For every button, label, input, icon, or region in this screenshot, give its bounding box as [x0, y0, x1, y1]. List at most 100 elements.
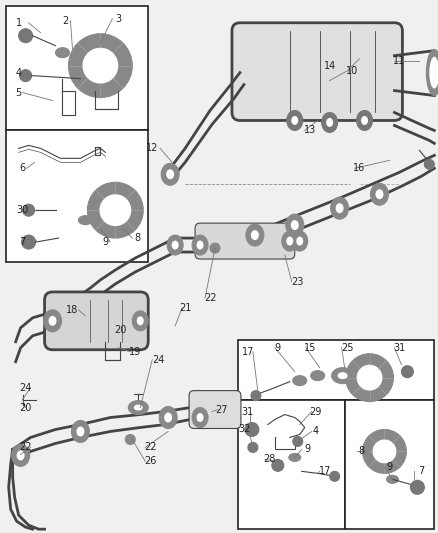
Ellipse shape — [251, 230, 258, 240]
Ellipse shape — [192, 235, 208, 255]
Text: 17: 17 — [241, 347, 254, 357]
Ellipse shape — [331, 368, 353, 384]
Ellipse shape — [196, 240, 203, 249]
Circle shape — [244, 423, 258, 437]
Ellipse shape — [281, 231, 297, 251]
Circle shape — [68, 34, 132, 98]
Text: 2: 2 — [62, 16, 68, 26]
Text: 11: 11 — [392, 55, 405, 66]
Bar — [237, 340, 433, 400]
Circle shape — [362, 430, 406, 473]
FancyBboxPatch shape — [189, 391, 240, 429]
Bar — [6, 131, 148, 262]
Ellipse shape — [337, 372, 347, 379]
Ellipse shape — [290, 220, 298, 230]
Text: 4: 4 — [15, 68, 21, 78]
FancyBboxPatch shape — [194, 223, 294, 259]
Ellipse shape — [78, 216, 92, 224]
Ellipse shape — [370, 183, 388, 205]
Circle shape — [251, 391, 260, 401]
Ellipse shape — [12, 445, 29, 466]
Ellipse shape — [385, 475, 398, 483]
Ellipse shape — [55, 47, 69, 58]
Circle shape — [292, 437, 302, 447]
Text: 21: 21 — [179, 303, 191, 313]
Text: 9: 9 — [304, 445, 310, 455]
Text: 8: 8 — [134, 233, 140, 243]
Circle shape — [356, 365, 381, 391]
Text: 22: 22 — [144, 442, 156, 453]
Ellipse shape — [286, 110, 302, 131]
Bar — [6, 6, 148, 131]
Ellipse shape — [192, 408, 208, 427]
FancyBboxPatch shape — [231, 23, 402, 120]
Circle shape — [271, 459, 283, 471]
Ellipse shape — [335, 203, 343, 213]
Ellipse shape — [325, 118, 332, 127]
Ellipse shape — [159, 407, 177, 429]
Text: 8: 8 — [358, 447, 364, 456]
Text: 3: 3 — [115, 14, 121, 24]
Circle shape — [329, 471, 339, 481]
Ellipse shape — [128, 401, 148, 415]
Circle shape — [82, 47, 118, 84]
Text: 18: 18 — [66, 305, 78, 315]
Text: 5: 5 — [15, 87, 22, 98]
Circle shape — [400, 366, 413, 378]
Text: 9: 9 — [385, 462, 392, 472]
Text: 26: 26 — [144, 456, 156, 466]
Text: 15: 15 — [303, 343, 315, 353]
Ellipse shape — [291, 231, 307, 251]
Ellipse shape — [288, 454, 300, 462]
Ellipse shape — [161, 163, 179, 185]
Ellipse shape — [76, 426, 84, 437]
Ellipse shape — [286, 237, 293, 246]
Ellipse shape — [310, 370, 324, 381]
Text: 29: 29 — [309, 407, 321, 417]
Text: 13: 13 — [303, 125, 315, 135]
Circle shape — [18, 29, 32, 43]
Ellipse shape — [321, 112, 337, 132]
Text: 31: 31 — [392, 343, 405, 353]
Ellipse shape — [360, 116, 367, 125]
Ellipse shape — [428, 56, 438, 88]
Ellipse shape — [134, 405, 142, 410]
Ellipse shape — [245, 224, 263, 246]
Text: 24: 24 — [152, 354, 164, 365]
Text: 4: 4 — [312, 426, 318, 437]
Text: 9: 9 — [102, 237, 108, 247]
Circle shape — [23, 204, 35, 216]
Text: 7: 7 — [19, 237, 26, 247]
Text: 10: 10 — [345, 66, 357, 76]
Ellipse shape — [71, 421, 89, 442]
Text: 32: 32 — [238, 424, 251, 434]
Text: 7: 7 — [417, 466, 424, 477]
Circle shape — [21, 235, 35, 249]
Text: 28: 28 — [263, 455, 276, 464]
Text: 23: 23 — [291, 277, 303, 287]
Circle shape — [372, 439, 396, 463]
Ellipse shape — [290, 116, 297, 125]
Ellipse shape — [330, 197, 348, 219]
Ellipse shape — [356, 110, 372, 131]
Text: 22: 22 — [19, 442, 32, 453]
Ellipse shape — [425, 50, 438, 95]
Ellipse shape — [137, 317, 143, 325]
Text: 20: 20 — [114, 325, 126, 335]
Ellipse shape — [167, 235, 183, 255]
Text: 6: 6 — [20, 163, 26, 173]
Text: 25: 25 — [341, 343, 353, 353]
Text: 31: 31 — [241, 407, 254, 417]
Circle shape — [247, 442, 257, 453]
Circle shape — [99, 194, 131, 226]
Circle shape — [20, 70, 32, 82]
Text: 30: 30 — [17, 205, 28, 215]
Ellipse shape — [164, 413, 172, 423]
Text: 17: 17 — [318, 466, 330, 477]
Ellipse shape — [43, 310, 61, 332]
Bar — [237, 400, 344, 529]
Ellipse shape — [166, 169, 174, 179]
Ellipse shape — [132, 311, 148, 331]
Text: 9: 9 — [274, 343, 280, 353]
Circle shape — [87, 182, 143, 238]
